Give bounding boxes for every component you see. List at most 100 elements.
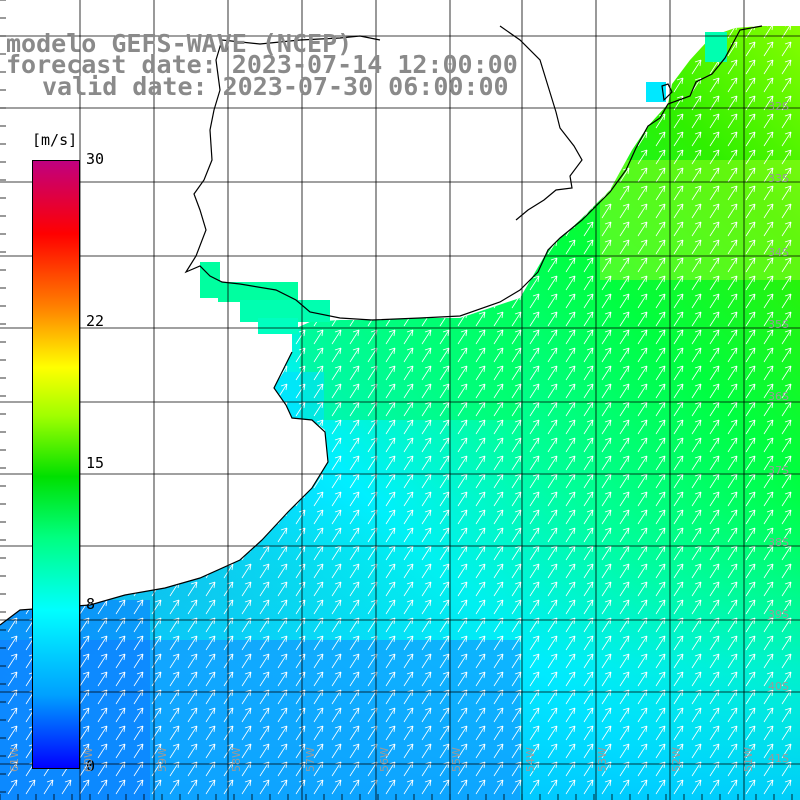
- wind-arrow: [511, 563, 522, 579]
- wind-arrow: [133, 707, 144, 723]
- wind-arrow: [727, 311, 738, 327]
- wind-arrow: [727, 203, 738, 219]
- wind-arrow: [295, 221, 306, 237]
- wind-arrow: [151, 329, 162, 345]
- wind-arrow: [421, 239, 432, 255]
- wind-arrow: [421, 293, 432, 309]
- longitude-label: 57W: [304, 747, 317, 772]
- wind-arrow: [709, 491, 720, 507]
- wind-arrow: [151, 563, 162, 579]
- wind-arrow: [709, 167, 720, 183]
- wind-arrow: [709, 527, 720, 543]
- wind-arrow: [187, 221, 198, 237]
- wind-arrow: [763, 185, 774, 201]
- wind-arrow: [169, 257, 180, 273]
- wind-arrow: [691, 185, 702, 201]
- wind-arrow: [637, 257, 648, 273]
- wind-arrow: [313, 221, 324, 237]
- wind-arrow: [25, 779, 36, 795]
- wind-arrow: [313, 167, 324, 183]
- wind-arrow: [403, 113, 414, 129]
- wind-arrow: [187, 419, 198, 435]
- wind-arrow: [313, 239, 324, 255]
- wind-arrow: [583, 77, 594, 93]
- wind-arrow: [745, 707, 756, 723]
- wind-arrow: [529, 77, 540, 93]
- wind-arrow: [583, 41, 594, 57]
- wind-arrow: [439, 257, 450, 273]
- wind-arrow: [403, 383, 414, 399]
- wind-arrow: [781, 311, 792, 327]
- wind-arrow: [421, 437, 432, 453]
- wind-arrow: [169, 563, 180, 579]
- wind-arrow: [439, 599, 450, 615]
- wind-arrow: [259, 149, 270, 165]
- wind-arrow: [385, 149, 396, 165]
- wind-arrow: [709, 311, 720, 327]
- wind-arrow: [493, 653, 504, 669]
- wind-arrow: [421, 779, 432, 795]
- wind-arrow: [475, 671, 486, 687]
- wind-arrow: [511, 149, 522, 165]
- wind-arrow: [727, 707, 738, 723]
- wind-arrow: [601, 149, 612, 165]
- wind-arrow: [97, 239, 108, 255]
- wind-arrow: [745, 419, 756, 435]
- wind-arrow: [583, 275, 594, 291]
- wind-arrow: [313, 203, 324, 219]
- wind-arrow: [763, 635, 774, 651]
- wind-arrow: [781, 527, 792, 543]
- wind-arrow: [673, 329, 684, 345]
- wind-arrow: [457, 491, 468, 507]
- wind-arrow: [421, 167, 432, 183]
- wind-arrow: [115, 455, 126, 471]
- wind-arrow: [601, 293, 612, 309]
- wind-arrow: [529, 743, 540, 759]
- wind-arrow: [349, 653, 360, 669]
- wind-arrow: [673, 77, 684, 93]
- wind-arrow: [7, 203, 18, 219]
- wind-arrow: [655, 257, 666, 273]
- wind-arrow: [97, 491, 108, 507]
- wind-arrow: [565, 275, 576, 291]
- wind-arrow: [331, 581, 342, 597]
- wind-arrow: [313, 491, 324, 507]
- wind-arrow: [691, 653, 702, 669]
- wind-arrow: [7, 347, 18, 363]
- wind-arrow: [673, 257, 684, 273]
- wind-arrow: [673, 185, 684, 201]
- wind-arrow: [187, 203, 198, 219]
- wind-arrow: [403, 167, 414, 183]
- wind-arrow: [259, 509, 270, 525]
- wind-arrow: [727, 149, 738, 165]
- wind-arrow: [79, 131, 90, 147]
- wind-arrow: [187, 455, 198, 471]
- wind-arrow: [277, 455, 288, 471]
- wind-arrow: [403, 221, 414, 237]
- wind-arrow: [151, 437, 162, 453]
- wind-arrow: [511, 113, 522, 129]
- wind-arrow: [727, 77, 738, 93]
- wind-arrow: [277, 221, 288, 237]
- wind-arrow: [781, 239, 792, 255]
- wind-arrow: [331, 185, 342, 201]
- wind-arrow: [331, 383, 342, 399]
- wind-arrow: [205, 149, 216, 165]
- wind-arrow: [277, 437, 288, 453]
- wind-arrow: [547, 203, 558, 219]
- wind-arrow: [331, 347, 342, 363]
- wind-arrow: [403, 257, 414, 273]
- wind-arrow: [205, 779, 216, 795]
- wind-arrow: [691, 509, 702, 525]
- wind-arrow: [169, 311, 180, 327]
- wind-arrow: [547, 167, 558, 183]
- wind-arrow: [655, 311, 666, 327]
- wind-arrow: [763, 779, 774, 795]
- wind-arrow: [7, 419, 18, 435]
- wind-arrow: [745, 311, 756, 327]
- wind-arrow: [349, 707, 360, 723]
- wind-arrow: [511, 365, 522, 381]
- wind-arrow: [133, 599, 144, 615]
- wind-arrow: [619, 221, 630, 237]
